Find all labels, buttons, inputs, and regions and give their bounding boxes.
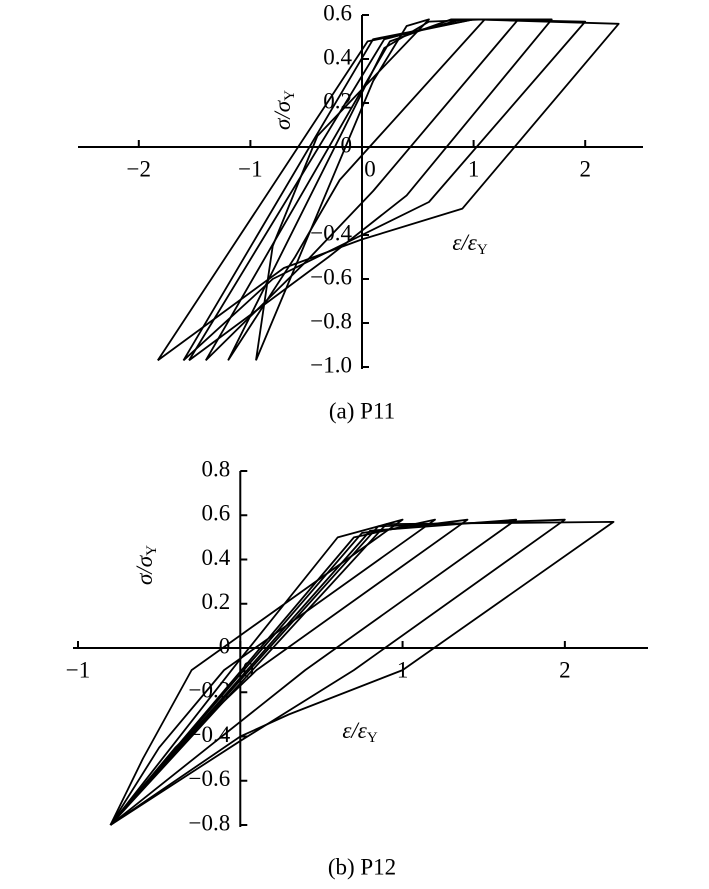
y-tick-label: −0.4 (310, 220, 352, 245)
x-tick-label: 2 (579, 156, 591, 181)
y-tick-label: 0.6 (323, 0, 352, 25)
y-tick-label: 0.4 (202, 545, 231, 570)
y-tick-label: −0.8 (189, 810, 231, 835)
hysteresis-curve (188, 18, 553, 362)
x-tick-label: −1 (66, 657, 90, 682)
x-axis-label-main: ε/ε (452, 230, 477, 255)
hysteresis-curve (182, 18, 587, 362)
x-tick-label: −1 (238, 156, 262, 181)
hysteresis-curve (109, 518, 436, 826)
y-axis-label: σ/σY (270, 90, 298, 130)
x-axis-label-sub: Y (367, 730, 378, 746)
hysteresis-curve (109, 518, 566, 826)
y-tick-label: 0.2 (202, 589, 231, 614)
x-tick-label: 2 (559, 657, 571, 682)
y-tick-label: 0.8 (202, 456, 231, 481)
y-tick-label: −0.6 (310, 264, 352, 289)
hysteresis-curve (109, 520, 615, 826)
x-tick-label: −2 (127, 156, 151, 181)
y-tick-label: 0.6 (202, 501, 231, 526)
y-axis-label: σ/σY (132, 545, 160, 585)
hysteresis-curve (227, 18, 486, 361)
x-tick-label: 1 (468, 156, 480, 181)
hysteresis-curve (157, 18, 620, 362)
caption: (b) P12 (328, 854, 396, 879)
y-tick-label: 0.4 (323, 44, 352, 69)
y-axis-label-sub: Y (144, 545, 160, 556)
hysteresis-curve (109, 518, 518, 826)
y-tick-label: −1.0 (310, 352, 352, 377)
y-tick-label: −0.8 (310, 308, 352, 333)
x-axis-label-sub: Y (477, 242, 488, 258)
x-axis-label: ε/εY (342, 718, 378, 746)
x-tick-label: 0 (364, 156, 376, 181)
x-axis-label-main: ε/ε (342, 718, 367, 743)
hysteresis-curve (109, 518, 469, 826)
x-axis-label: ε/εY (452, 230, 488, 258)
y-axis-label-sub: Y (282, 90, 298, 101)
y-axis-label-main: σ/σ (270, 99, 295, 130)
y-axis-label-main: σ/σ (132, 554, 157, 585)
caption: (a) P11 (329, 398, 395, 423)
